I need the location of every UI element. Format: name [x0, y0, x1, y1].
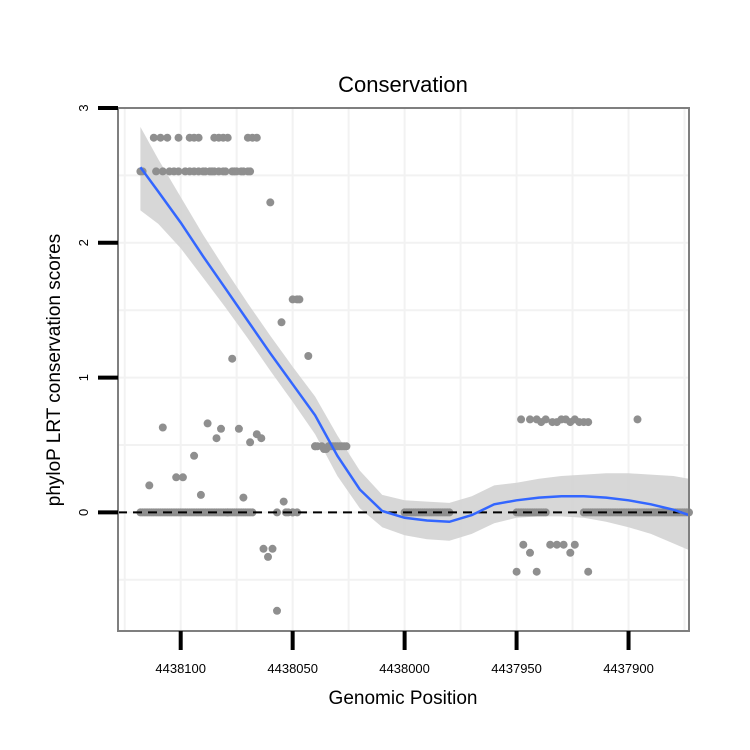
data-point: [559, 540, 568, 549]
data-point: [196, 490, 205, 499]
data-point: [223, 133, 232, 142]
y-tick-label: 0: [76, 509, 91, 516]
confidence-band-layer: [140, 126, 689, 551]
data-point: [273, 606, 281, 615]
data-point: [512, 567, 521, 576]
data-point: [217, 424, 225, 433]
data-point: [295, 295, 304, 304]
data-point: [234, 424, 243, 433]
data-point: [239, 493, 248, 502]
data-point: [156, 133, 165, 142]
data-point: [158, 423, 167, 432]
data-point: [526, 415, 534, 424]
y-tick-label: 3: [76, 104, 91, 111]
data-point: [266, 198, 275, 207]
x-tick-label: 4437950: [491, 661, 542, 676]
data-point: [145, 481, 154, 490]
data-point: [304, 352, 313, 360]
data-point: [552, 540, 561, 549]
x-axis: 4438100 4438050 4438000 4437950 4437900: [155, 631, 654, 676]
data-point: [277, 318, 286, 327]
y-axis: 0 1 2 3: [76, 104, 118, 516]
x-tick-label: 4438050: [267, 661, 318, 676]
data-point: [342, 442, 351, 451]
data-point: [203, 419, 212, 428]
data-point: [152, 167, 161, 176]
confidence-band: [140, 126, 689, 551]
loess-line-layer: [139, 166, 690, 524]
y-tick-label: 1: [76, 374, 91, 381]
data-point: [293, 508, 302, 517]
data-point: [257, 434, 266, 443]
data-point: [163, 133, 172, 142]
data-point: [584, 567, 593, 576]
data-point: [158, 167, 167, 176]
y-tick-label: 2: [76, 239, 91, 246]
data-point: [221, 167, 230, 176]
data-point: [228, 354, 237, 363]
data-point: [246, 167, 255, 176]
data-point: [519, 540, 528, 549]
loess-line: [139, 166, 690, 524]
y-axis-label: phyloP LRT conservation scores: [44, 234, 65, 507]
data-point: [279, 497, 288, 506]
data-point: [246, 438, 255, 447]
data-point: [248, 508, 257, 517]
data-point: [174, 133, 183, 142]
data-point: [268, 544, 277, 553]
x-tick-label: 4438000: [379, 661, 430, 676]
data-point: [541, 415, 550, 424]
data-point: [149, 133, 158, 142]
data-point: [546, 540, 555, 549]
data-point: [194, 133, 203, 142]
data-point: [566, 548, 575, 557]
data-point: [190, 451, 199, 460]
data-point: [517, 415, 526, 424]
x-tick-label: 4438100: [155, 661, 206, 676]
data-point: [526, 548, 534, 557]
data-point: [259, 544, 268, 553]
x-axis-label: Genomic Position: [329, 688, 478, 709]
data-point: [172, 473, 181, 482]
data-point: [532, 567, 541, 576]
data-point: [633, 415, 642, 424]
data-point: [252, 133, 261, 142]
data-point: [264, 552, 272, 561]
data-point: [178, 473, 187, 482]
data-point: [584, 418, 593, 427]
x-tick-label: 4437900: [603, 661, 654, 676]
data-point: [212, 434, 221, 443]
data-point: [570, 540, 579, 549]
chart-title: Conservation: [338, 72, 468, 97]
data-point: [174, 167, 183, 176]
